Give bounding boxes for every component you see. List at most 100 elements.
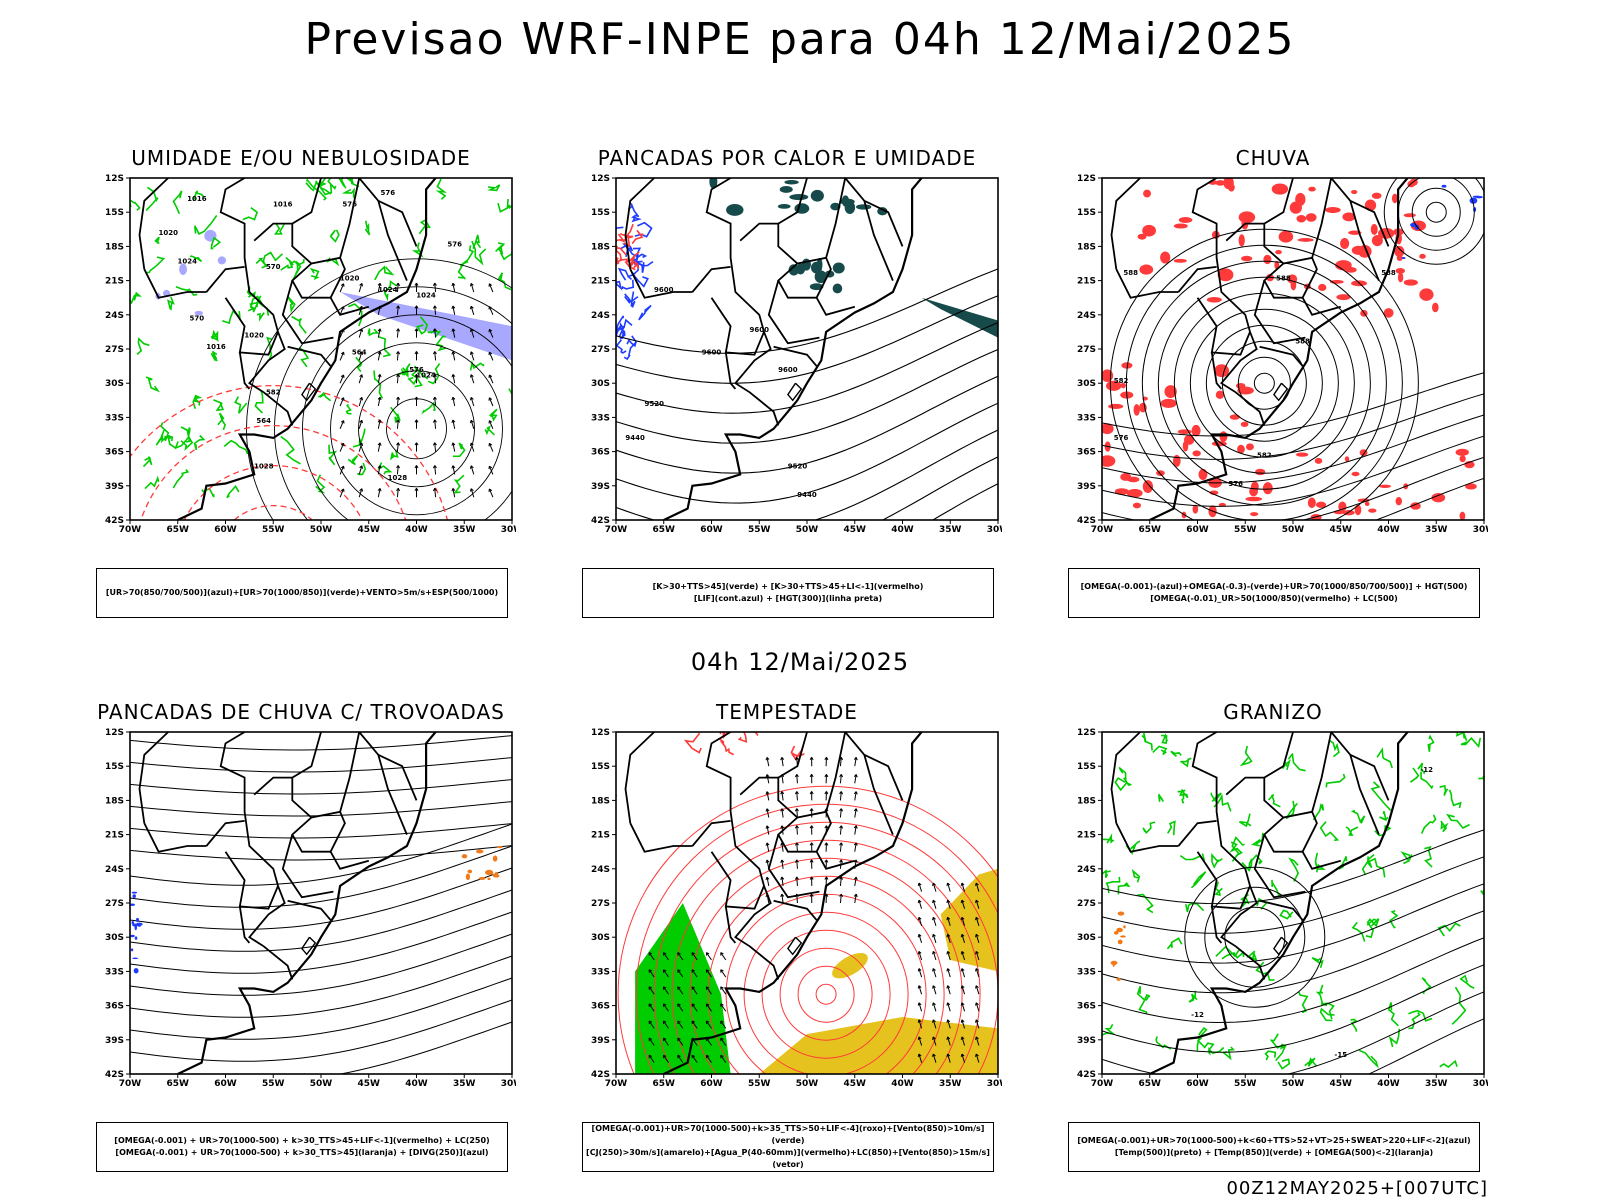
- streamline: [130, 867, 512, 930]
- streamline-850: [779, 947, 873, 1041]
- temp850-contour: [1370, 781, 1392, 811]
- humidity-contour: [142, 456, 153, 468]
- wind-vector-head: [677, 1037, 681, 1042]
- height-contour: [1253, 372, 1275, 394]
- lat-tick-label: 36S: [591, 448, 610, 458]
- wind-vector-head: [932, 1053, 936, 1058]
- humidity-contour: [427, 330, 442, 338]
- omega-area: [1116, 927, 1123, 933]
- lagoon: [1273, 936, 1289, 956]
- wind-vector-head: [839, 859, 844, 863]
- wind-vector-head: [794, 756, 799, 761]
- wind-vector-head: [648, 969, 653, 973]
- temp850-contour: [1439, 784, 1449, 796]
- temp850-contour: [1208, 1046, 1225, 1056]
- wind-vector: [377, 419, 381, 429]
- wind-vector-head: [975, 1019, 979, 1023]
- lat-tick-label: 24S: [1077, 865, 1096, 875]
- wind-vector-head: [648, 952, 653, 956]
- lat-tick-label: 12S: [105, 174, 124, 184]
- wind-vector-head: [691, 1054, 696, 1059]
- temp850-contour: [1358, 1049, 1379, 1069]
- wind-vector-head: [648, 1003, 653, 1007]
- thunder-area: [461, 854, 468, 859]
- humidity-blob: [204, 229, 217, 242]
- wind-vector: [839, 757, 842, 767]
- wind-vector-head: [765, 825, 770, 829]
- wind-vector: [663, 1020, 669, 1029]
- legend-line: [CJ(250)>30m/s](amarelo)+[Agua_P(40-60mm…: [586, 1148, 990, 1169]
- lon-tick-label: 40W: [891, 1079, 914, 1089]
- rain-area: [1371, 192, 1382, 199]
- temp850-contour: [1387, 1002, 1399, 1027]
- streamline: [130, 823, 512, 886]
- border-line: [281, 834, 334, 899]
- wind-vector: [975, 951, 980, 961]
- wind-vector-head: [705, 1054, 710, 1059]
- contour-label: 576: [409, 366, 424, 374]
- streamline: [130, 999, 512, 1062]
- wind-vector: [854, 757, 857, 767]
- wind-vector: [781, 876, 784, 886]
- rain-area: [1219, 431, 1228, 443]
- humidity-contour: [341, 187, 356, 199]
- thunder-area: [416, 728, 419, 729]
- convective-area: [832, 262, 845, 274]
- wind-vector-head: [765, 757, 770, 761]
- legend-line: [OMEGA(-0.001) + UR>70(1000-500) + k>30_…: [114, 1136, 490, 1145]
- wind-vector-head: [932, 968, 936, 972]
- rain-area: [1142, 480, 1154, 493]
- wind-vector-head: [677, 1020, 681, 1024]
- border-line: [291, 178, 361, 265]
- humidity-contour: [262, 251, 284, 267]
- rain-area: [1397, 272, 1404, 283]
- contour-label: 1016: [206, 343, 226, 351]
- temp850-contour: [1279, 909, 1294, 920]
- temp850-contour: [1350, 809, 1366, 824]
- wind-vector-head: [662, 1037, 667, 1042]
- wind-vector: [706, 1003, 712, 1012]
- legend-umidade: [UR>70(850/700/500)](azul)+[UR>70(1000/8…: [96, 568, 508, 618]
- panel-title: UMIDADE E/OU NEBULOSIDADE: [131, 146, 471, 170]
- wind-vector-head: [809, 756, 814, 761]
- divergence-area: [133, 968, 139, 974]
- streamline: [130, 911, 512, 974]
- contour-label: 9600: [654, 286, 674, 294]
- streamline: [130, 735, 512, 751]
- wind-vector: [470, 328, 475, 338]
- wind-vector-head: [396, 305, 401, 309]
- thunder-area: [497, 845, 503, 849]
- wind-vector: [488, 306, 494, 315]
- rain-area: [1238, 234, 1245, 247]
- rain-area: [1315, 501, 1327, 508]
- wind-vector-head: [662, 969, 667, 973]
- wind-vector: [918, 1053, 923, 1063]
- wind-vector-head: [824, 859, 829, 863]
- wind-vector: [918, 934, 923, 944]
- wind-vector: [706, 1020, 712, 1029]
- wind-vector-head: [960, 985, 965, 989]
- lon-tick-label: 45W: [358, 525, 381, 535]
- map-content: 9600 9600 9600 9600 9520 9440 9520 9440: [616, 178, 998, 520]
- wind-vector: [358, 397, 363, 407]
- wind-vector: [781, 894, 784, 904]
- jet-area: [940, 868, 998, 972]
- wind-vector-head: [691, 952, 696, 956]
- lon-tick-label: 65W: [1139, 1079, 1162, 1089]
- wind-vector-head: [932, 1036, 936, 1040]
- wind-vector-head: [780, 825, 785, 829]
- thunder-area: [478, 876, 486, 880]
- contour-label: 1020: [244, 332, 264, 340]
- rain-area: [1336, 294, 1351, 301]
- wind-vector-head: [839, 825, 844, 829]
- humidity-contour: [136, 337, 150, 355]
- wind-vector: [975, 899, 980, 909]
- wind-vector-head: [340, 306, 345, 310]
- wind-vector-head: [824, 842, 829, 846]
- contour-label: 1016: [187, 195, 207, 203]
- border-line: [377, 200, 408, 281]
- wind-vector-head: [809, 876, 814, 880]
- wind-vector-head: [396, 396, 401, 400]
- wind-vector-head: [960, 882, 965, 887]
- border-line: [205, 266, 245, 293]
